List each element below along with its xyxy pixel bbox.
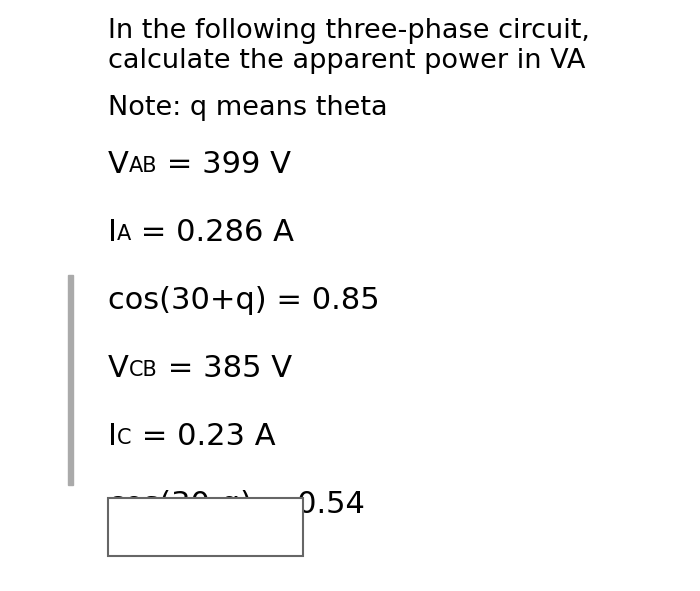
Text: = 385 V: = 385 V [158,354,292,383]
Text: In the following three-phase circuit,: In the following three-phase circuit, [108,18,590,44]
Text: Note: q means theta: Note: q means theta [108,95,388,121]
Text: C: C [117,428,132,448]
Text: AB: AB [129,156,158,176]
Text: V: V [108,150,129,179]
Text: I: I [108,422,117,451]
Text: A: A [117,224,132,244]
Bar [68,275,73,485]
Text: V: V [108,354,129,383]
Text: = 399 V: = 399 V [158,150,291,179]
Text: CB: CB [129,360,158,380]
Text: = 0.23 A: = 0.23 A [132,422,275,451]
Text: calculate the apparent power in VA: calculate the apparent power in VA [108,48,585,74]
Bar [108,498,303,556]
Text: = 0.286 A: = 0.286 A [132,218,294,247]
Text: cos(30+q) = 0.85: cos(30+q) = 0.85 [108,286,379,315]
Text: I: I [108,218,117,247]
Text: cos(30-q) = 0.54: cos(30-q) = 0.54 [108,490,365,519]
